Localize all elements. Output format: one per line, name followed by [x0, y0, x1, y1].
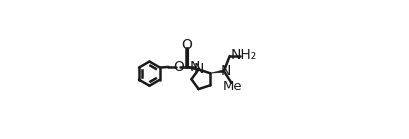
Text: N: N: [193, 62, 204, 76]
Text: N: N: [221, 64, 231, 78]
Text: N: N: [190, 60, 200, 74]
Text: O: O: [173, 60, 184, 74]
Polygon shape: [210, 70, 224, 73]
Text: Me: Me: [223, 80, 243, 93]
Text: O: O: [181, 38, 192, 52]
Text: NH₂: NH₂: [231, 48, 257, 62]
